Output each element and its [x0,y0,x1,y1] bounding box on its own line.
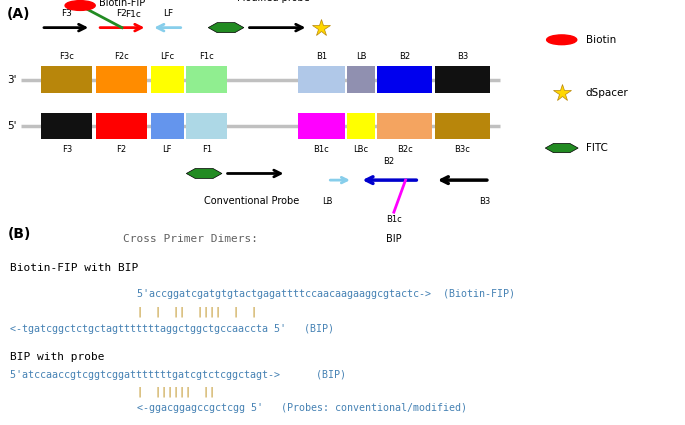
Bar [298,66,345,93]
Text: B3c: B3c [454,145,471,154]
Circle shape [547,35,577,45]
Text: B2: B2 [399,52,410,61]
Circle shape [65,1,95,10]
Bar [186,113,227,139]
Text: 5': 5' [8,121,17,131]
Text: BIP with probe: BIP with probe [10,351,105,362]
Text: F2c: F2c [114,52,129,61]
Text: (B): (B) [8,227,32,241]
Text: B1: B1 [316,52,327,61]
Bar [377,113,432,139]
Text: F1c: F1c [199,52,214,61]
Text: dSpacer: dSpacer [586,88,628,98]
Text: FITC: FITC [586,143,608,153]
Bar [186,66,227,93]
Bar [377,66,432,93]
Text: LB: LB [356,52,366,61]
Bar [41,66,92,93]
Text: B2c: B2c [397,145,412,154]
Bar [151,66,184,93]
Bar [151,113,184,139]
Text: 3': 3' [8,74,17,85]
Text: (A): (A) [7,7,30,21]
Text: <-tgatcggctctgctagtttttttaggctggctgccaaccta 5'   (BIP): <-tgatcggctctgctagtttttttaggctggctgccaac… [10,324,334,334]
Text: F1c: F1c [125,10,141,19]
Bar [435,66,490,93]
Text: B1c: B1c [314,145,329,154]
Text: LB: LB [322,197,333,206]
Text: F3: F3 [62,145,72,154]
Text: B2: B2 [384,157,395,166]
Text: B3: B3 [457,52,468,61]
Text: Biotin-FIP with BIP: Biotin-FIP with BIP [10,263,138,273]
Text: Conventional Probe: Conventional Probe [204,196,300,206]
Text: Cross Primer Dimers:: Cross Primer Dimers: [123,234,258,244]
Bar [298,113,345,139]
Text: 5'accggatcgatgtgtactgagattttccaacaagaaggcgtactc->  (Biotin-FIP): 5'accggatcgatgtgtactgagattttccaacaagaagg… [137,289,515,300]
Text: B1c: B1c [386,215,401,224]
Text: LFc: LFc [160,52,174,61]
Text: B3: B3 [479,197,490,206]
Bar [96,66,147,93]
Bar [41,113,92,139]
Text: F2: F2 [116,145,127,154]
Text: |  |  ||  ||||  |  |: | | || |||| | | [137,306,257,317]
Text: <-ggacggagccgctcgg 5'   (Probes: conventional/modified): <-ggacggagccgctcgg 5' (Probes: conventio… [137,402,467,413]
Text: F2: F2 [116,8,127,18]
Bar [347,113,375,139]
Text: F3c: F3c [60,52,74,61]
Bar [96,113,147,139]
Text: LBc: LBc [353,145,369,154]
Text: BIP: BIP [386,234,401,244]
Bar [435,113,490,139]
Text: |  ||||||  ||: | |||||| || [137,386,215,397]
Text: F1: F1 [202,145,212,154]
Text: LF: LF [163,8,173,18]
Text: Biotin: Biotin [586,35,616,45]
Text: 5'atccaaccgtcggtcggatttttttgatcgtctcggctagt->      (BIP): 5'atccaaccgtcggtcggatttttttgatcgtctcggct… [10,370,347,380]
Text: Biotin-FIP: Biotin-FIP [99,0,146,8]
Bar [347,66,375,93]
Text: Modified probe: Modified probe [237,0,310,3]
Text: F3: F3 [61,8,72,18]
Text: LF: LF [162,145,172,154]
